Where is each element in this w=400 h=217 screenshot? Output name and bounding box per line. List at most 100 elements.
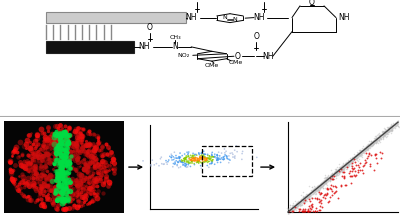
Point [290, 208, 296, 212]
Point [382, 135, 388, 138]
Point [67, 166, 74, 169]
Point [294, 205, 300, 209]
Point [67, 141, 74, 144]
Point [182, 152, 188, 156]
Point [320, 180, 326, 183]
Point [315, 190, 321, 193]
Point [290, 208, 297, 212]
Point [45, 125, 52, 129]
Point [331, 192, 338, 195]
Point [62, 178, 68, 181]
Point [329, 177, 335, 180]
Point [350, 158, 356, 161]
Point [74, 147, 80, 150]
Point [92, 193, 98, 196]
Point [90, 151, 97, 155]
Point [371, 135, 378, 138]
Point [53, 158, 60, 161]
Point [218, 151, 225, 155]
Point [322, 179, 328, 182]
Point [65, 190, 71, 194]
Point [319, 182, 325, 186]
Point [374, 138, 380, 142]
Point [38, 147, 45, 150]
Point [62, 138, 68, 141]
Point [59, 169, 65, 173]
Point [364, 147, 370, 151]
Point [58, 177, 64, 181]
Point [62, 155, 69, 158]
Point [317, 205, 323, 208]
Point [66, 135, 72, 138]
Point [304, 209, 311, 213]
Point [384, 126, 391, 130]
Point [191, 156, 198, 160]
Point [382, 132, 388, 135]
Point [74, 138, 80, 142]
Point [176, 157, 183, 160]
Point [55, 138, 62, 141]
Point [88, 191, 94, 194]
Point [84, 149, 91, 153]
Point [102, 169, 109, 173]
Point [388, 124, 395, 128]
Point [56, 138, 62, 142]
Point [56, 148, 62, 151]
Point [58, 185, 64, 189]
Point [179, 161, 186, 164]
Point [349, 166, 356, 169]
Point [54, 179, 60, 183]
Point [370, 142, 376, 146]
Point [62, 176, 68, 180]
Point [342, 162, 348, 165]
Point [373, 137, 379, 141]
Point [98, 148, 104, 152]
Point [178, 160, 184, 164]
Point [304, 196, 311, 200]
Point [354, 151, 360, 154]
Point [52, 155, 58, 158]
Point [56, 136, 62, 139]
Point [286, 209, 292, 213]
Point [350, 160, 356, 164]
Point [67, 150, 74, 153]
Point [95, 163, 101, 167]
Text: O: O [194, 0, 200, 1]
Point [26, 146, 32, 150]
Point [215, 157, 221, 160]
Point [25, 133, 32, 137]
Point [60, 207, 67, 210]
Point [357, 148, 364, 152]
Point [97, 165, 103, 169]
Point [313, 188, 319, 191]
Point [62, 184, 69, 188]
Point [94, 158, 100, 161]
Point [367, 141, 374, 145]
Point [334, 170, 340, 174]
Point [57, 160, 64, 164]
Point [308, 189, 315, 192]
Point [324, 177, 330, 180]
Point [30, 152, 36, 155]
Point [92, 165, 98, 168]
Point [191, 163, 198, 166]
Point [40, 140, 47, 143]
Point [384, 130, 391, 133]
Point [92, 176, 98, 180]
Point [191, 156, 197, 160]
Point [30, 142, 36, 146]
Point [60, 133, 66, 137]
Point [79, 195, 85, 199]
Point [182, 164, 188, 167]
Point [33, 172, 39, 175]
Point [82, 184, 89, 188]
Point [322, 182, 328, 185]
Point [192, 156, 198, 160]
Point [62, 182, 68, 186]
Point [49, 189, 56, 192]
Point [62, 151, 68, 155]
Point [347, 159, 354, 163]
Point [84, 143, 90, 146]
Point [55, 143, 61, 147]
Point [371, 136, 377, 140]
